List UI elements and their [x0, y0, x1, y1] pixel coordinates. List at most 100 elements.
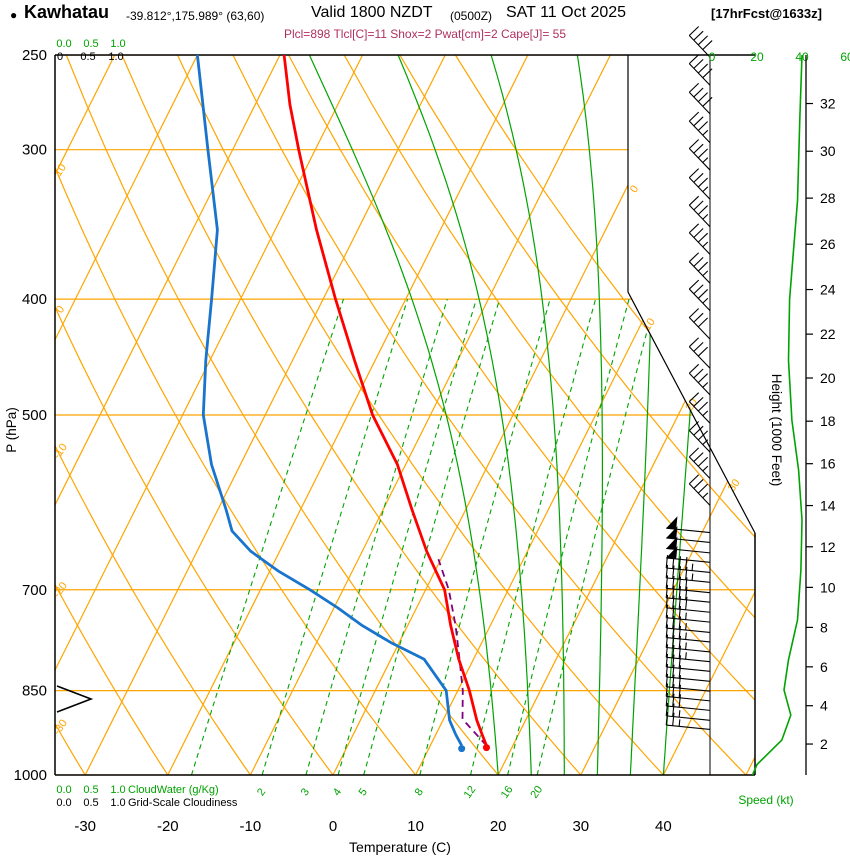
- cloudiness-scale-bottom: 0.5: [83, 797, 98, 809]
- mixing-ratio-line: [363, 298, 501, 775]
- dry-adiabat: [232, 55, 747, 775]
- height-tick-label: 6: [820, 659, 828, 675]
- cloudwater-scale-bottom: 0.5: [83, 784, 98, 796]
- cloudwater-scale-top: 0.5: [83, 38, 98, 50]
- wind-barb: [665, 564, 711, 583]
- mixing-ratio-label: 16: [499, 784, 516, 801]
- valid-zulu: (0500Z): [450, 9, 493, 23]
- valid-date: SAT 11 Oct 2025: [506, 4, 627, 21]
- height-tick-label: 30: [820, 143, 836, 159]
- dry-adiabat-label: 10: [52, 162, 69, 179]
- mixing-ratio-label: 5: [357, 786, 370, 798]
- mixing-ratio-line: [469, 298, 597, 775]
- height-tick-label: 28: [820, 190, 836, 206]
- mixing-ratio-line: [337, 298, 477, 775]
- mixing-ratio-line: [261, 298, 409, 775]
- height-axis-title: Height (1000 Feet): [769, 374, 784, 487]
- height-tick-label: 20: [820, 370, 836, 386]
- pressure-tick-label: 400: [22, 291, 47, 308]
- cloudwater-scale-top: 1.0: [110, 38, 125, 50]
- wind-barb: [688, 421, 711, 453]
- mixing-ratio-label: 20: [528, 784, 545, 801]
- dry-adiabat-label: -30: [51, 717, 70, 737]
- wind-barb: [688, 279, 711, 312]
- dry-adiabat-label: -10: [51, 441, 70, 461]
- temp-tick-label: 30: [572, 818, 589, 835]
- wind-barb: [688, 168, 711, 200]
- temp-tick-label: -20: [157, 818, 179, 835]
- isotherm: [84, 55, 446, 775]
- cloudiness-scale-top: 1.0: [108, 51, 123, 63]
- wind-barb: [688, 111, 711, 144]
- mixing-ratio-label: 12: [462, 784, 479, 801]
- pressure-tick-label: 300: [22, 142, 47, 159]
- wind-barb: [688, 308, 711, 340]
- pressure-tick-label: 250: [22, 47, 47, 64]
- pressure-tick-label: 500: [22, 407, 47, 424]
- isotherm: [167, 55, 529, 775]
- temp-tick-label: 20: [490, 818, 507, 835]
- dry-adiabat: [288, 55, 755, 775]
- speed-tick-label: 20: [750, 50, 764, 64]
- wind-barb: [665, 712, 711, 730]
- dry-adiabat: [343, 55, 755, 775]
- height-tick-label: 12: [820, 539, 836, 555]
- temp-tick-label: 40: [655, 818, 672, 835]
- height-tick-label: 4: [820, 698, 828, 714]
- temp-tick-label: -10: [240, 818, 262, 835]
- speed-axis-label: Speed (kt): [738, 793, 793, 807]
- cloudiness-scale-top: 0.5: [80, 51, 95, 63]
- dry-adiabat: [121, 55, 582, 775]
- stability-indices: Plcl=898 Tlcl[C]=11 Shox=2 Pwat[cm]=2 Ca…: [283, 27, 567, 41]
- isotherm: [662, 55, 755, 775]
- cloudiness-scale-bottom: 0.0: [56, 797, 71, 809]
- wind-barb: [688, 392, 711, 424]
- cloudwater-scale-top: 0.0: [56, 38, 71, 50]
- height-tick-label: 16: [820, 456, 836, 472]
- mixing-ratio-label: 8: [413, 786, 426, 798]
- wind-barb: [688, 474, 711, 506]
- isotherm: [580, 55, 755, 775]
- height-tick-label: 18: [820, 413, 836, 429]
- dry-adiabat: [0, 55, 3, 775]
- mixing-ratio-label: 4: [331, 786, 344, 798]
- height-tick-label: 8: [820, 619, 828, 635]
- wind-barb: [688, 447, 711, 479]
- wind-barb: [666, 536, 711, 554]
- moist-adiabat: [576, 55, 604, 775]
- valid-time: Valid 1800 NZDT: [311, 4, 433, 21]
- station-bullet: ●: [10, 8, 18, 22]
- wind-barb: [688, 54, 713, 86]
- pressure-axis-title: P (hPa): [4, 407, 19, 453]
- pressure-tick-label: 1000: [14, 767, 47, 784]
- dry-adiabat-label: -20: [51, 580, 70, 600]
- wind-barb: [688, 363, 711, 396]
- forecast-lead: [17hrFcst@1633z]: [711, 6, 822, 21]
- cloudwater-scale-bottom: 0.0: [56, 784, 71, 796]
- height-tick-label: 2: [820, 736, 828, 752]
- speed-tick-label: 0: [709, 50, 716, 64]
- wind-barb: [666, 516, 711, 534]
- mixing-ratio-label: 3: [299, 786, 312, 798]
- wind-barb: [688, 223, 711, 255]
- mixing-ratio-line: [305, 298, 448, 775]
- boundary-clip-line: [627, 55, 756, 534]
- skewt-grid: [0, 55, 755, 775]
- mixing-ratio-line: [507, 298, 630, 775]
- station-name: Kawhatau: [24, 2, 110, 22]
- height-tick-label: 26: [820, 236, 836, 252]
- cloudiness-axis-label: Grid-Scale Cloudiness: [128, 797, 238, 809]
- dry-adiabat: [176, 55, 664, 775]
- cloudiness-scale-bottom: 1.0: [110, 797, 125, 809]
- dry-adiabat: [55, 55, 169, 775]
- speed-tick-label: 40: [795, 50, 809, 64]
- wind-barb: [688, 337, 711, 369]
- height-tick-label: 32: [820, 96, 836, 112]
- station-coords: -39.812°,175.989° (63,60): [126, 9, 265, 23]
- isotherm: [55, 55, 281, 775]
- isotherm: [249, 55, 611, 775]
- wind-barb: [666, 526, 711, 543]
- height-tick-label: 22: [820, 326, 836, 342]
